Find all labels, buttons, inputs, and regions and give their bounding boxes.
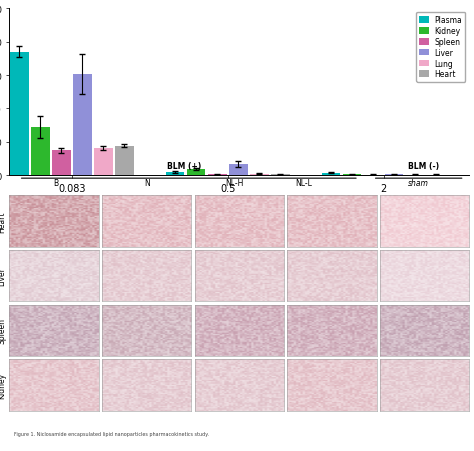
Bar: [364, 175, 383, 176]
Y-axis label: Kidney: Kidney: [0, 372, 7, 398]
Bar: [321, 174, 340, 176]
Text: NL-H: NL-H: [226, 178, 244, 187]
Bar: [271, 175, 290, 176]
Bar: [187, 170, 205, 176]
Bar: [31, 128, 50, 176]
Text: NL-L: NL-L: [295, 178, 312, 187]
Bar: [406, 175, 424, 176]
Bar: [229, 165, 247, 176]
Bar: [385, 175, 403, 176]
Text: N: N: [145, 178, 150, 187]
Text: Figure 1. Niclosamide encapsulated lipid nanoparticles pharmacokinetics study.: Figure 1. Niclosamide encapsulated lipid…: [14, 431, 209, 436]
X-axis label: Time (h): Time (h): [219, 195, 260, 205]
Bar: [343, 175, 361, 176]
Bar: [166, 172, 184, 176]
Y-axis label: Heart: Heart: [0, 211, 7, 232]
Bar: [427, 175, 446, 176]
Text: BLM (+): BLM (+): [167, 161, 201, 170]
Bar: [208, 175, 227, 176]
Bar: [94, 148, 113, 176]
Bar: [250, 175, 269, 176]
Text: BLM (-): BLM (-): [408, 161, 439, 170]
Bar: [52, 151, 71, 176]
Bar: [10, 52, 28, 176]
Y-axis label: Spleen: Spleen: [0, 318, 7, 344]
Text: B: B: [53, 178, 58, 187]
Bar: [73, 75, 91, 176]
Legend: Plasma, Kidney, Spleen, Liver, Lung, Heart: Plasma, Kidney, Spleen, Liver, Lung, Hea…: [416, 13, 465, 83]
Y-axis label: Liver: Liver: [0, 267, 7, 285]
Text: sham: sham: [408, 178, 429, 187]
Bar: [115, 146, 134, 176]
